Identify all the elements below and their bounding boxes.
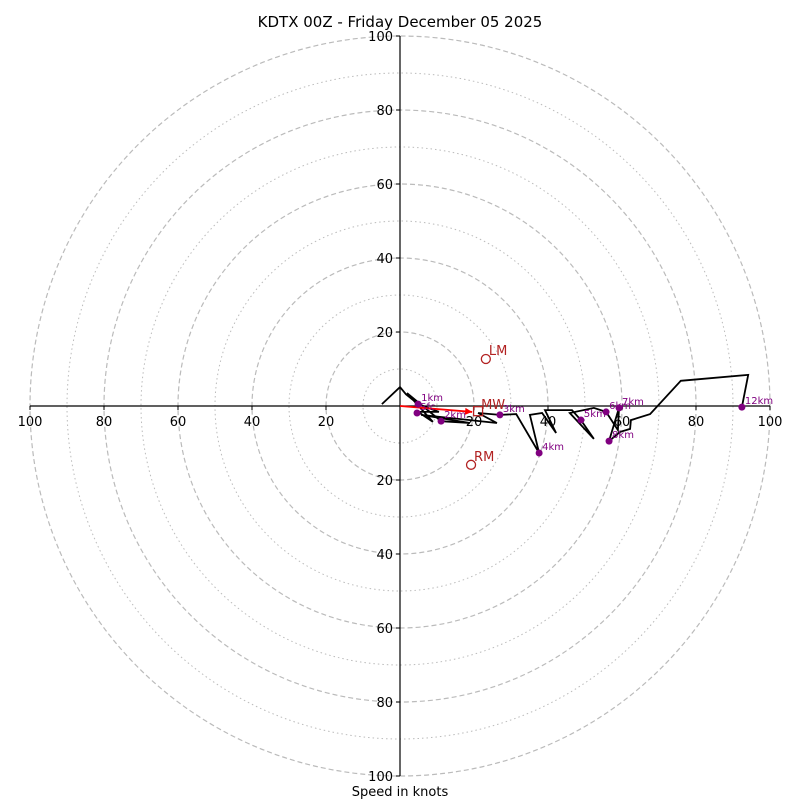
y-tick-label: 80 [376,696,393,711]
storm-motion-markers: LM RM MW [465,344,507,470]
height-markers: Sfc1km2km3km4km5km6km7km8km12km [413,393,773,457]
rm-marker [465,459,477,470]
y-tick-label: 80 [376,104,393,119]
height-marker-5km [577,416,585,424]
chart-title: KDTX 00Z - Friday December 05 2025 [258,13,543,31]
height-marker-Sfc [413,409,421,417]
mw-label: MW [481,398,505,413]
height-label-2km: 2km [444,410,466,421]
x-tick-label: 100 [758,415,783,430]
y-tick-label: 20 [376,326,393,341]
height-marker-8km [605,437,613,445]
height-label-7km: 7km [622,397,644,408]
hodograph-trace [381,373,750,454]
mw-marker [472,406,484,417]
x-tick-label: 60 [170,415,187,430]
rm-label: RM [474,450,494,465]
height-marker-7km [615,404,623,412]
height-label-12km: 12km [745,396,773,407]
y-tick-label: 60 [376,622,393,637]
x-tick-label: 80 [688,415,705,430]
shear-vector-arrowhead [464,407,473,415]
y-tick-label: 40 [376,252,393,267]
height-marker-2km [437,417,445,425]
y-tick-label: 20 [376,474,393,489]
y-tick-label: 100 [368,30,393,45]
height-marker-3km [496,411,504,419]
x-tick-label: 40 [244,415,261,430]
hodograph-line [381,373,750,454]
height-label-3km: 3km [503,404,525,415]
x-tick-label: 80 [96,415,113,430]
y-tick-label: 40 [376,548,393,563]
x-tick-label: 100 [18,415,43,430]
x-axis-label: Speed in knots [352,785,449,800]
y-tick-label: 100 [368,770,393,785]
height-marker-4km [535,449,543,457]
height-marker-6km [602,408,610,416]
height-marker-12km [738,403,746,411]
height-label-8km: 8km [612,430,634,441]
height-marker-1km [414,400,422,408]
height-label-1km: 1km [421,393,443,404]
lm-label: LM [489,344,507,359]
tick-labels: 100 80 60 40 20 20 40 60 80 100100806040202040608… [18,30,783,785]
x-tick-label: 20 [466,415,483,430]
shear-vector-line [399,405,473,413]
height-label-Sfc: Sfc [420,402,435,413]
shear-vector [399,405,473,415]
height-label-5km: 5km [584,409,606,420]
lm-marker [480,353,491,365]
height-label-4km: 4km [542,442,564,453]
y-tick-label: 60 [376,178,393,193]
x-tick-label: 20 [318,415,335,430]
